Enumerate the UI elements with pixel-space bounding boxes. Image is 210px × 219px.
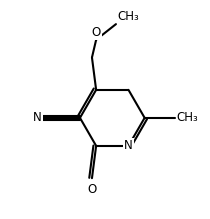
Text: CH₃: CH₃ bbox=[177, 111, 198, 124]
Text: O: O bbox=[87, 183, 97, 196]
Text: CH₃: CH₃ bbox=[118, 10, 139, 23]
Text: N: N bbox=[33, 111, 42, 124]
Text: O: O bbox=[92, 26, 101, 39]
Text: N: N bbox=[124, 139, 133, 152]
